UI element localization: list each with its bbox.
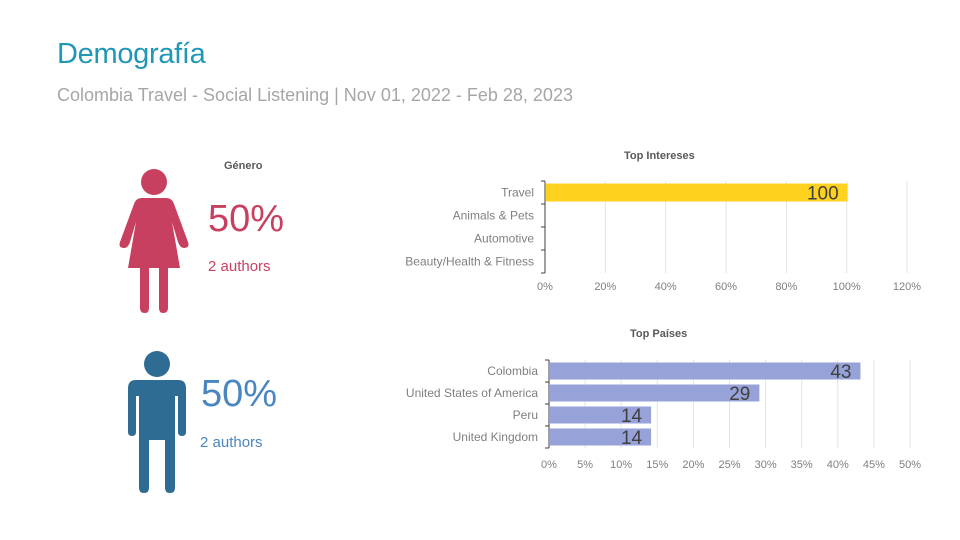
countries-bar (550, 362, 861, 380)
interests-tick-label: 40% (655, 281, 677, 293)
countries-tick-label: 30% (755, 459, 777, 471)
countries-chart-title: Top Países (630, 328, 688, 340)
interests-category-label: Automotive (474, 232, 534, 246)
countries-tick-label: 35% (791, 459, 813, 471)
countries-data-label: 29 (729, 384, 750, 405)
countries-category-label: Peru (513, 408, 538, 422)
female-authors: 2 authors (208, 258, 271, 275)
countries-tick-label: 50% (899, 459, 921, 471)
interests-data-label: 100 (807, 184, 839, 205)
countries-tick-label: 25% (718, 459, 740, 471)
page-title: Demografía (57, 38, 206, 70)
countries-bar (550, 428, 652, 446)
male-authors: 2 authors (200, 434, 263, 451)
countries-category-label: Colombia (487, 364, 538, 378)
interests-tick-label: 80% (775, 281, 797, 293)
interests-category-label: Animals & Pets (453, 209, 534, 223)
female-percent: 50% (208, 198, 285, 240)
countries-category-label: United Kingdom (453, 430, 538, 444)
interests-tick-label: 20% (594, 281, 616, 293)
male-icon (128, 351, 186, 493)
gender-title: Género (224, 160, 263, 172)
interests-category-label: Beauty/Health & Fitness (405, 255, 534, 269)
page-subtitle: Colombia Travel - Social Listening | Nov… (57, 85, 573, 105)
interests-bar (546, 183, 848, 202)
female-icon (119, 169, 189, 313)
interests-chart-title: Top Intereses (624, 150, 695, 162)
interests-tick-label: 120% (893, 281, 921, 293)
countries-bar (550, 384, 760, 402)
countries-tick-label: 15% (646, 459, 668, 471)
countries-data-label: 14 (621, 428, 643, 449)
countries-tick-label: 5% (577, 459, 593, 471)
male-percent: 50% (201, 373, 278, 415)
countries-tick-label: 40% (827, 459, 849, 471)
interests-tick-label: 0% (537, 281, 553, 293)
countries-data-label: 14 (621, 406, 643, 427)
interests-tick-label: 60% (715, 281, 737, 293)
countries-category-label: United States of America (406, 386, 538, 400)
countries-data-label: 43 (830, 362, 851, 383)
countries-bar (550, 406, 652, 424)
countries-tick-label: 0% (541, 459, 557, 471)
interests-category-label: Travel (501, 186, 534, 200)
interests-tick-label: 100% (833, 281, 861, 293)
countries-tick-label: 20% (682, 459, 704, 471)
countries-tick-label: 10% (610, 459, 632, 471)
countries-tick-label: 45% (863, 459, 885, 471)
